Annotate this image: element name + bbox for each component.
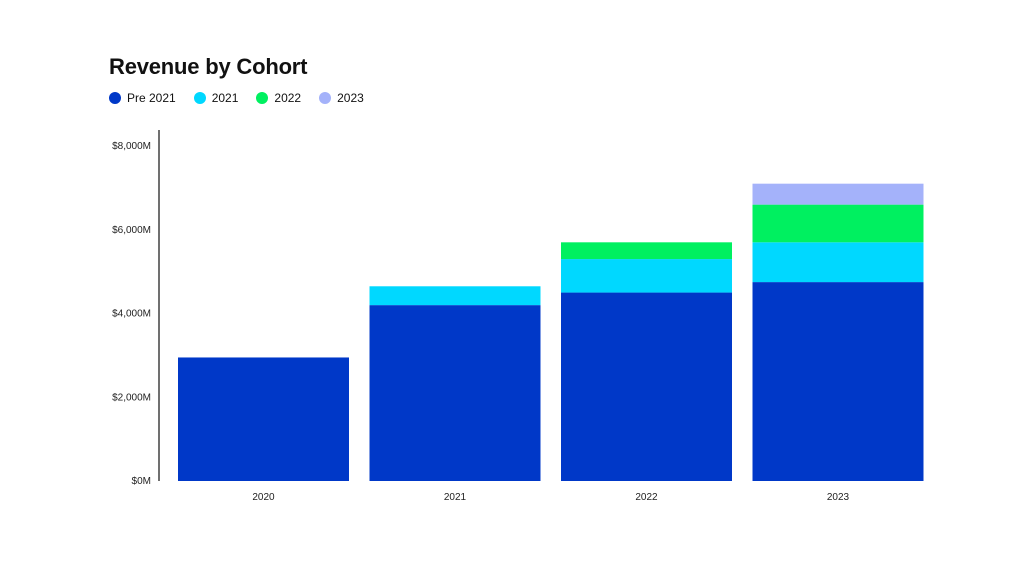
legend-label-2021: 2021 [211,91,239,105]
legend-label-2022: 2022 [274,91,302,105]
bar-segment [752,282,924,481]
bar-segment [369,286,541,306]
legend-item-2021: 2021 [193,91,239,105]
x-tick-label: 2020 [252,492,275,503]
legend-item-2023: 2023 [319,91,364,105]
legend-swatch-2023 [319,92,332,104]
bar-segment [178,357,349,481]
bar-segment [752,183,924,205]
y-tick-label: $8,000M [112,141,151,152]
bar-segment [561,292,732,481]
legend-item-pre-2021: Pre 2021 [109,91,176,105]
legend-label-2023: 2023 [337,91,364,105]
bar-segment [369,305,541,481]
y-tick-label: $0M [132,476,151,487]
bar-segment [752,204,924,243]
x-tick-label: 2022 [635,492,658,503]
x-tick-label: 2023 [827,492,850,503]
legend: Pre 2021 2021 2022 2023 [109,91,364,105]
bar-segment [561,259,732,293]
x-tick-label: 2021 [444,492,467,503]
chart-title: Revenue by Cohort [109,54,308,79]
legend-label-pre-2021: Pre 2021 [127,91,176,105]
legend-swatch-pre-2021 [109,92,121,104]
legend-swatch-2021 [193,92,206,104]
legend-swatch-2022 [256,92,269,104]
y-tick-label: $6,000M [112,225,151,236]
bar-segment [752,242,924,283]
y-tick-label: $4,000M [112,309,151,320]
legend-item-2022: 2022 [256,91,301,105]
y-tick-label: $2,000M [112,392,151,403]
bar-segment [561,242,732,260]
